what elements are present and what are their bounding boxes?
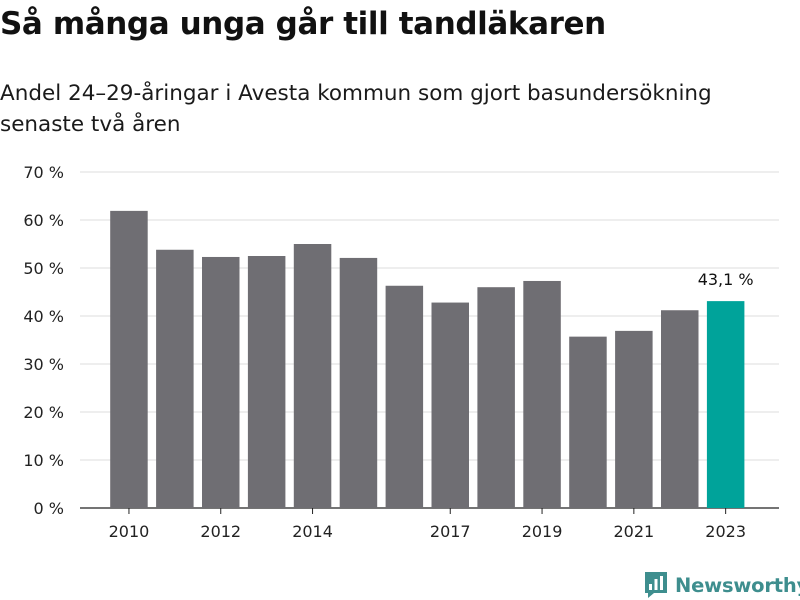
brand-name: Newsworthy: [675, 573, 800, 597]
y-tick-label: 10 %: [23, 451, 64, 470]
annotations: 43,1 %: [698, 270, 754, 289]
x-axis-ticks: 2010 2012 2014 2017 2019 2021 2023: [109, 508, 746, 541]
bars: [110, 210, 745, 508]
y-tick-label: 40 %: [23, 307, 64, 326]
bar-2013: [247, 256, 286, 508]
y-tick-label: 0 %: [34, 499, 64, 518]
x-tick-label: 2023: [705, 522, 746, 541]
bar-2019: [523, 280, 561, 508]
x-tick-label: 2021: [613, 522, 654, 541]
bar-2017: [431, 302, 469, 508]
bar-2021: [615, 330, 653, 508]
chart-title: Så många unga går till tandläkaren: [0, 6, 606, 42]
y-tick-label: 30 %: [23, 355, 64, 374]
y-tick-label: 20 %: [23, 403, 64, 422]
bar-2015: [339, 257, 378, 508]
bar-2014: [293, 244, 332, 508]
bar-2016: [385, 285, 424, 508]
data-label-2023: 43,1 %: [698, 270, 754, 289]
x-tick-label: 2012: [200, 522, 241, 541]
x-tick-label: 2017: [430, 522, 471, 541]
y-axis-ticks: 0 % 10 % 20 % 30 % 40 % 50 % 60 % 70 %: [23, 163, 64, 518]
brand-logo: Newsworthy: [644, 570, 800, 600]
y-tick-label: 70 %: [23, 163, 64, 182]
bar-2012: [202, 256, 240, 508]
bar-2020: [569, 336, 607, 508]
newsworthy-logo-icon: [645, 572, 667, 598]
bar-2023: [706, 301, 745, 508]
x-tick-label: 2014: [292, 522, 333, 541]
y-tick-label: 50 %: [23, 259, 64, 278]
y-tick-label: 60 %: [23, 211, 64, 230]
bar-2018: [477, 287, 515, 508]
bar-2022: [661, 310, 699, 508]
x-tick-label: 2019: [522, 522, 563, 541]
chart-subtitle: Andel 24–29-åringar i Avesta kommun som …: [0, 81, 712, 137]
bar-2010: [110, 210, 148, 508]
bar-2011: [156, 249, 194, 508]
x-tick-label: 2010: [109, 522, 150, 541]
